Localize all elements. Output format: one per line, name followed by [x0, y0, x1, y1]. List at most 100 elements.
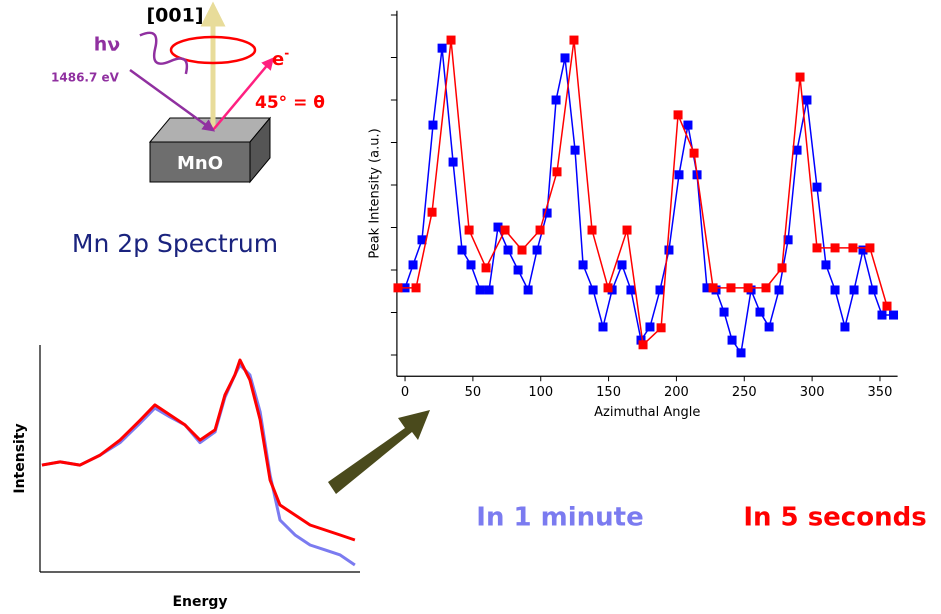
marker [656, 323, 666, 333]
charts: 0 50 100 150 200 250 300 350 Azimuthal Angle Peak… [12, 10, 899, 610]
marker [603, 283, 613, 293]
series-line [397, 39, 888, 346]
marker [598, 322, 608, 332]
marker [719, 307, 729, 317]
marker [683, 120, 693, 130]
marker [411, 283, 421, 293]
marker [417, 235, 427, 245]
marker [551, 95, 561, 105]
marker [889, 310, 899, 320]
x-axis-label: Azimuthal Angle [594, 405, 700, 420]
y-axis-label: Intensity [12, 423, 28, 493]
marker [466, 260, 476, 270]
photon-energy: 1486.7 eV [51, 71, 120, 85]
marker [493, 222, 503, 232]
electron-symbol: e [272, 49, 284, 70]
marker [821, 260, 831, 270]
marker [517, 245, 527, 255]
marker [689, 148, 699, 158]
marker [673, 110, 683, 120]
marker [708, 283, 718, 293]
rotation-ring [169, 35, 257, 65]
electron-label: e- [272, 46, 289, 71]
x-tick-label: 150 [596, 385, 621, 400]
photon-wave [139, 31, 189, 75]
marker [727, 335, 737, 345]
marker [865, 243, 875, 253]
marker [830, 285, 840, 295]
x-tick-label: 250 [732, 385, 757, 400]
marker [532, 245, 542, 255]
marker [475, 285, 485, 295]
marker [622, 225, 632, 235]
marker [481, 263, 491, 273]
marker [877, 310, 887, 320]
marker [702, 283, 712, 293]
caption: In 1 minute [476, 503, 643, 533]
caption: In 5 seconds [743, 503, 926, 533]
marker [587, 225, 597, 235]
marker [457, 245, 467, 255]
series-line [41, 358, 356, 542]
photon-label: hν [94, 34, 121, 56]
marker [764, 322, 774, 332]
axis-label: [001] [146, 5, 203, 27]
series-line [404, 47, 894, 354]
marker [588, 285, 598, 295]
marker [464, 225, 474, 235]
marker [523, 285, 533, 295]
marker [882, 301, 892, 311]
series-line [41, 363, 356, 567]
marker [638, 340, 648, 350]
setup-diagram: MnO [001] hν 1486.7 eV e- 45° = θ [51, 1, 325, 184]
marker [674, 170, 684, 180]
x-tick-label: 350 [868, 385, 893, 400]
marker [849, 285, 859, 295]
marker [743, 283, 753, 293]
marker [755, 307, 765, 317]
y-axis-label: Peak Intensity (a.u.) [367, 128, 382, 258]
sample-front [149, 141, 251, 183]
marker [617, 260, 627, 270]
marker [761, 283, 771, 293]
marker [552, 167, 562, 177]
marker [542, 208, 552, 218]
angle-label: 45° = θ [255, 93, 325, 113]
marker [503, 245, 513, 255]
marker [645, 322, 655, 332]
marker [570, 145, 580, 155]
marker [868, 285, 878, 295]
marker [858, 245, 868, 255]
marker [513, 265, 523, 275]
marker [626, 285, 636, 295]
marker [848, 243, 858, 253]
marker [500, 225, 510, 235]
x-tick-label: 100 [528, 385, 553, 400]
electron-arrow [212, 57, 275, 131]
marker [736, 348, 746, 358]
electron-charge: - [284, 46, 289, 60]
marker [802, 95, 812, 105]
marker [448, 157, 458, 167]
marker [428, 120, 438, 130]
sample-top [148, 117, 272, 143]
x-tick-label: 300 [800, 385, 825, 400]
marker [812, 243, 822, 253]
photon-arrow [129, 68, 216, 132]
arrow [328, 410, 430, 494]
marker [427, 207, 437, 217]
marker [830, 243, 840, 253]
marker [484, 285, 494, 295]
marker [569, 35, 579, 45]
marker [446, 35, 456, 45]
marker [578, 260, 588, 270]
x-tick-label: 200 [664, 385, 689, 400]
marker [795, 72, 805, 82]
x-tick-label: 0 [401, 385, 409, 400]
marker [636, 335, 646, 345]
marker [812, 182, 822, 192]
marker [774, 285, 784, 295]
sample-label: MnO [177, 153, 223, 174]
marker [783, 235, 793, 245]
